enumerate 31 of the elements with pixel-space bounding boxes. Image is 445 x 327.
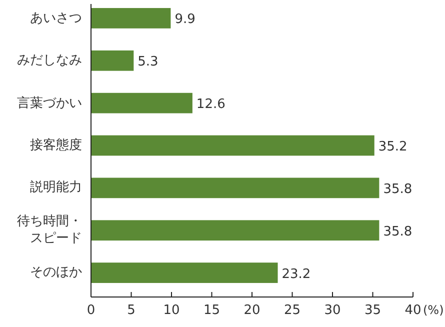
data-label: 9.9	[174, 12, 196, 28]
bar	[91, 178, 380, 198]
y-tick-label: そのほか	[29, 264, 82, 282]
bar	[91, 92, 192, 114]
x-tick-label: 40	[404, 303, 422, 318]
data-label: 5.3	[138, 54, 158, 70]
x-tick-label: 0	[86, 303, 96, 318]
x-tick-label: 30	[324, 303, 341, 318]
x-tick-label: 10	[163, 303, 180, 318]
x-tick-label: 5	[127, 303, 136, 318]
data-label: 35.8	[383, 182, 412, 197]
y-tick-label: 待ち時間・スピード	[16, 213, 82, 248]
y-tick-label: 言葉づかい	[16, 94, 82, 112]
y-tick-label: みだしなみ	[16, 52, 82, 70]
bar	[91, 50, 134, 71]
y-tick-label: あいさつ	[29, 10, 82, 27]
x-tick-label: 25	[284, 303, 301, 318]
x-axis-title: (%)	[423, 303, 444, 317]
data-label: 12.6	[196, 97, 226, 112]
data-label: 35.8	[383, 224, 412, 240]
bar	[91, 135, 374, 156]
bar	[91, 8, 171, 28]
data-label: 35.2	[378, 140, 408, 154]
x-tick-label: 35	[364, 303, 382, 318]
data-label: 23.2	[282, 266, 311, 282]
bar	[91, 262, 278, 283]
x-tick-label: 15	[203, 303, 220, 318]
bar	[91, 220, 380, 241]
y-tick-label: 接客態度	[29, 137, 82, 154]
y-tick-label: 説明能力	[29, 179, 82, 196]
x-tick-label: 20	[244, 303, 260, 318]
